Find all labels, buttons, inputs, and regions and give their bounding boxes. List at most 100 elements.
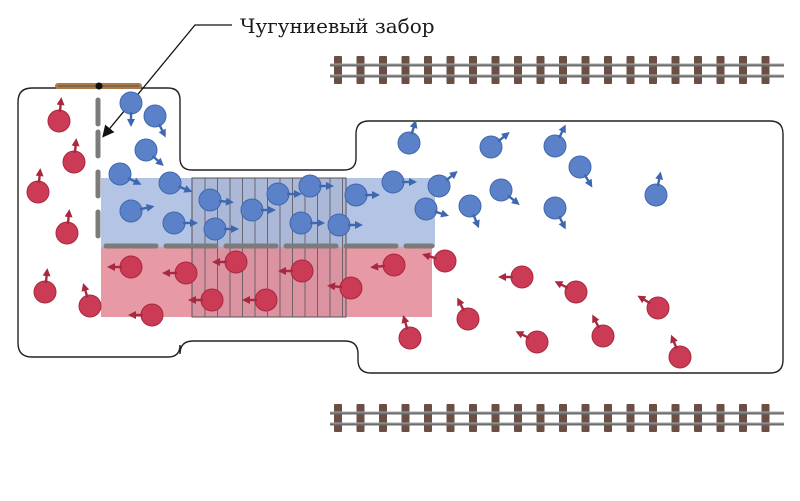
blue-pedestrian [203, 217, 227, 241]
blue-pedestrian [489, 178, 513, 202]
blue-pedestrian [479, 135, 503, 159]
red-pedestrian [140, 303, 164, 327]
red-pedestrian [591, 324, 615, 348]
rail-sleeper [536, 56, 545, 84]
rail-sleeper [491, 56, 500, 84]
rail-sleeper [559, 404, 567, 432]
blue-pedestrian [134, 138, 158, 162]
direction-arrow [71, 138, 80, 154]
rail-sleeper [626, 56, 635, 84]
rail-sleeper [671, 404, 680, 432]
direction-arrow [218, 197, 234, 206]
rail-sleeper [424, 56, 432, 84]
rail-sleeper [424, 404, 432, 432]
direction-arrow [177, 185, 193, 193]
blue-pedestrian [381, 170, 405, 194]
red-pedestrian [47, 109, 71, 133]
red-pedestrian [456, 307, 480, 331]
blue-pedestrian [198, 188, 222, 212]
gate-hinge [95, 82, 103, 90]
direction-arrow [445, 171, 458, 182]
direction-arrow [127, 176, 142, 185]
direction-arrow [554, 281, 569, 290]
direction-arrow [327, 282, 343, 291]
direction-arrow [422, 252, 437, 261]
direction-arrow [472, 213, 480, 229]
rail-sleeper [334, 56, 342, 84]
direction-arrow [370, 262, 386, 271]
red-pedestrian [224, 250, 248, 274]
blue-pedestrian [327, 213, 351, 237]
rail-sleeper [514, 404, 522, 432]
direction-arrow [434, 209, 449, 218]
rail-sleeper [469, 404, 477, 432]
rail-sleeper [604, 56, 612, 84]
iron-fence [95, 97, 435, 249]
blue-pedestrian [143, 104, 167, 128]
direction-arrow [35, 168, 44, 184]
red-pedestrians [26, 97, 692, 369]
rail-sleeper [626, 404, 635, 432]
blue-pedestrian [119, 91, 143, 115]
red-pedestrian [433, 249, 457, 273]
blue-pedestrian [427, 174, 451, 198]
rail-sleeper [401, 404, 410, 432]
red-pedestrian [290, 259, 314, 283]
rail-sleeper [514, 56, 522, 84]
rail-sleeper [581, 404, 590, 432]
direction-arrow [515, 331, 530, 340]
red-pedestrian [668, 345, 692, 369]
blue-pedestrian [266, 182, 290, 206]
rail-sleeper [739, 404, 747, 432]
direction-arrow [655, 171, 664, 187]
red-pedestrian [119, 255, 143, 279]
blue-pedestrian [289, 211, 313, 235]
direction-arrow [670, 334, 678, 350]
direction-arrow [157, 123, 166, 138]
rail-sleeper [716, 404, 725, 432]
blue-pedestrian [108, 162, 132, 186]
direction-arrow [583, 174, 593, 188]
rail-sleeper [761, 56, 770, 84]
blue-pedestrian [644, 183, 668, 207]
red-pedestrian [382, 253, 406, 277]
red-pedestrian [26, 180, 50, 204]
direction-arrow [507, 194, 520, 205]
red-pedestrian [254, 288, 278, 312]
red-pedestrian [174, 261, 198, 285]
blue-pedestrian [543, 196, 567, 220]
direction-arrow [457, 297, 466, 312]
rail-sleeper [334, 404, 342, 432]
direction-arrow [592, 314, 601, 329]
red-pedestrian [564, 280, 588, 304]
direction-arrow [56, 97, 65, 113]
direction-arrow [151, 155, 164, 167]
rail-sleeper [446, 56, 455, 84]
blue-pedestrian [458, 194, 482, 218]
direction-arrow [557, 124, 566, 139]
direction-arrow [637, 295, 651, 305]
rail-sleeper [536, 404, 545, 432]
blue-pedestrian [240, 198, 264, 222]
rail-sleeper [694, 56, 702, 84]
red-pedestrian [398, 326, 422, 350]
rail-sleeper [649, 404, 657, 432]
rail-sleeper [379, 404, 387, 432]
blue-pedestrian [344, 183, 368, 207]
direction-arrow [401, 315, 410, 330]
red-pedestrian [646, 296, 670, 320]
red-pedestrian [62, 150, 86, 174]
rail-sleeper [356, 404, 365, 432]
rail-sleeper [649, 56, 657, 84]
blue-pedestrian [162, 211, 186, 235]
label-pointer [102, 24, 232, 138]
blue-pedestrian [397, 131, 421, 155]
blue-pedestrian [543, 134, 567, 158]
rail-track-top [330, 56, 784, 84]
red-pedestrian [339, 276, 363, 300]
red-pedestrian [510, 265, 534, 289]
rail-track-bottom [330, 404, 784, 432]
direction-arrow [557, 215, 566, 230]
red-pedestrian [55, 221, 79, 245]
